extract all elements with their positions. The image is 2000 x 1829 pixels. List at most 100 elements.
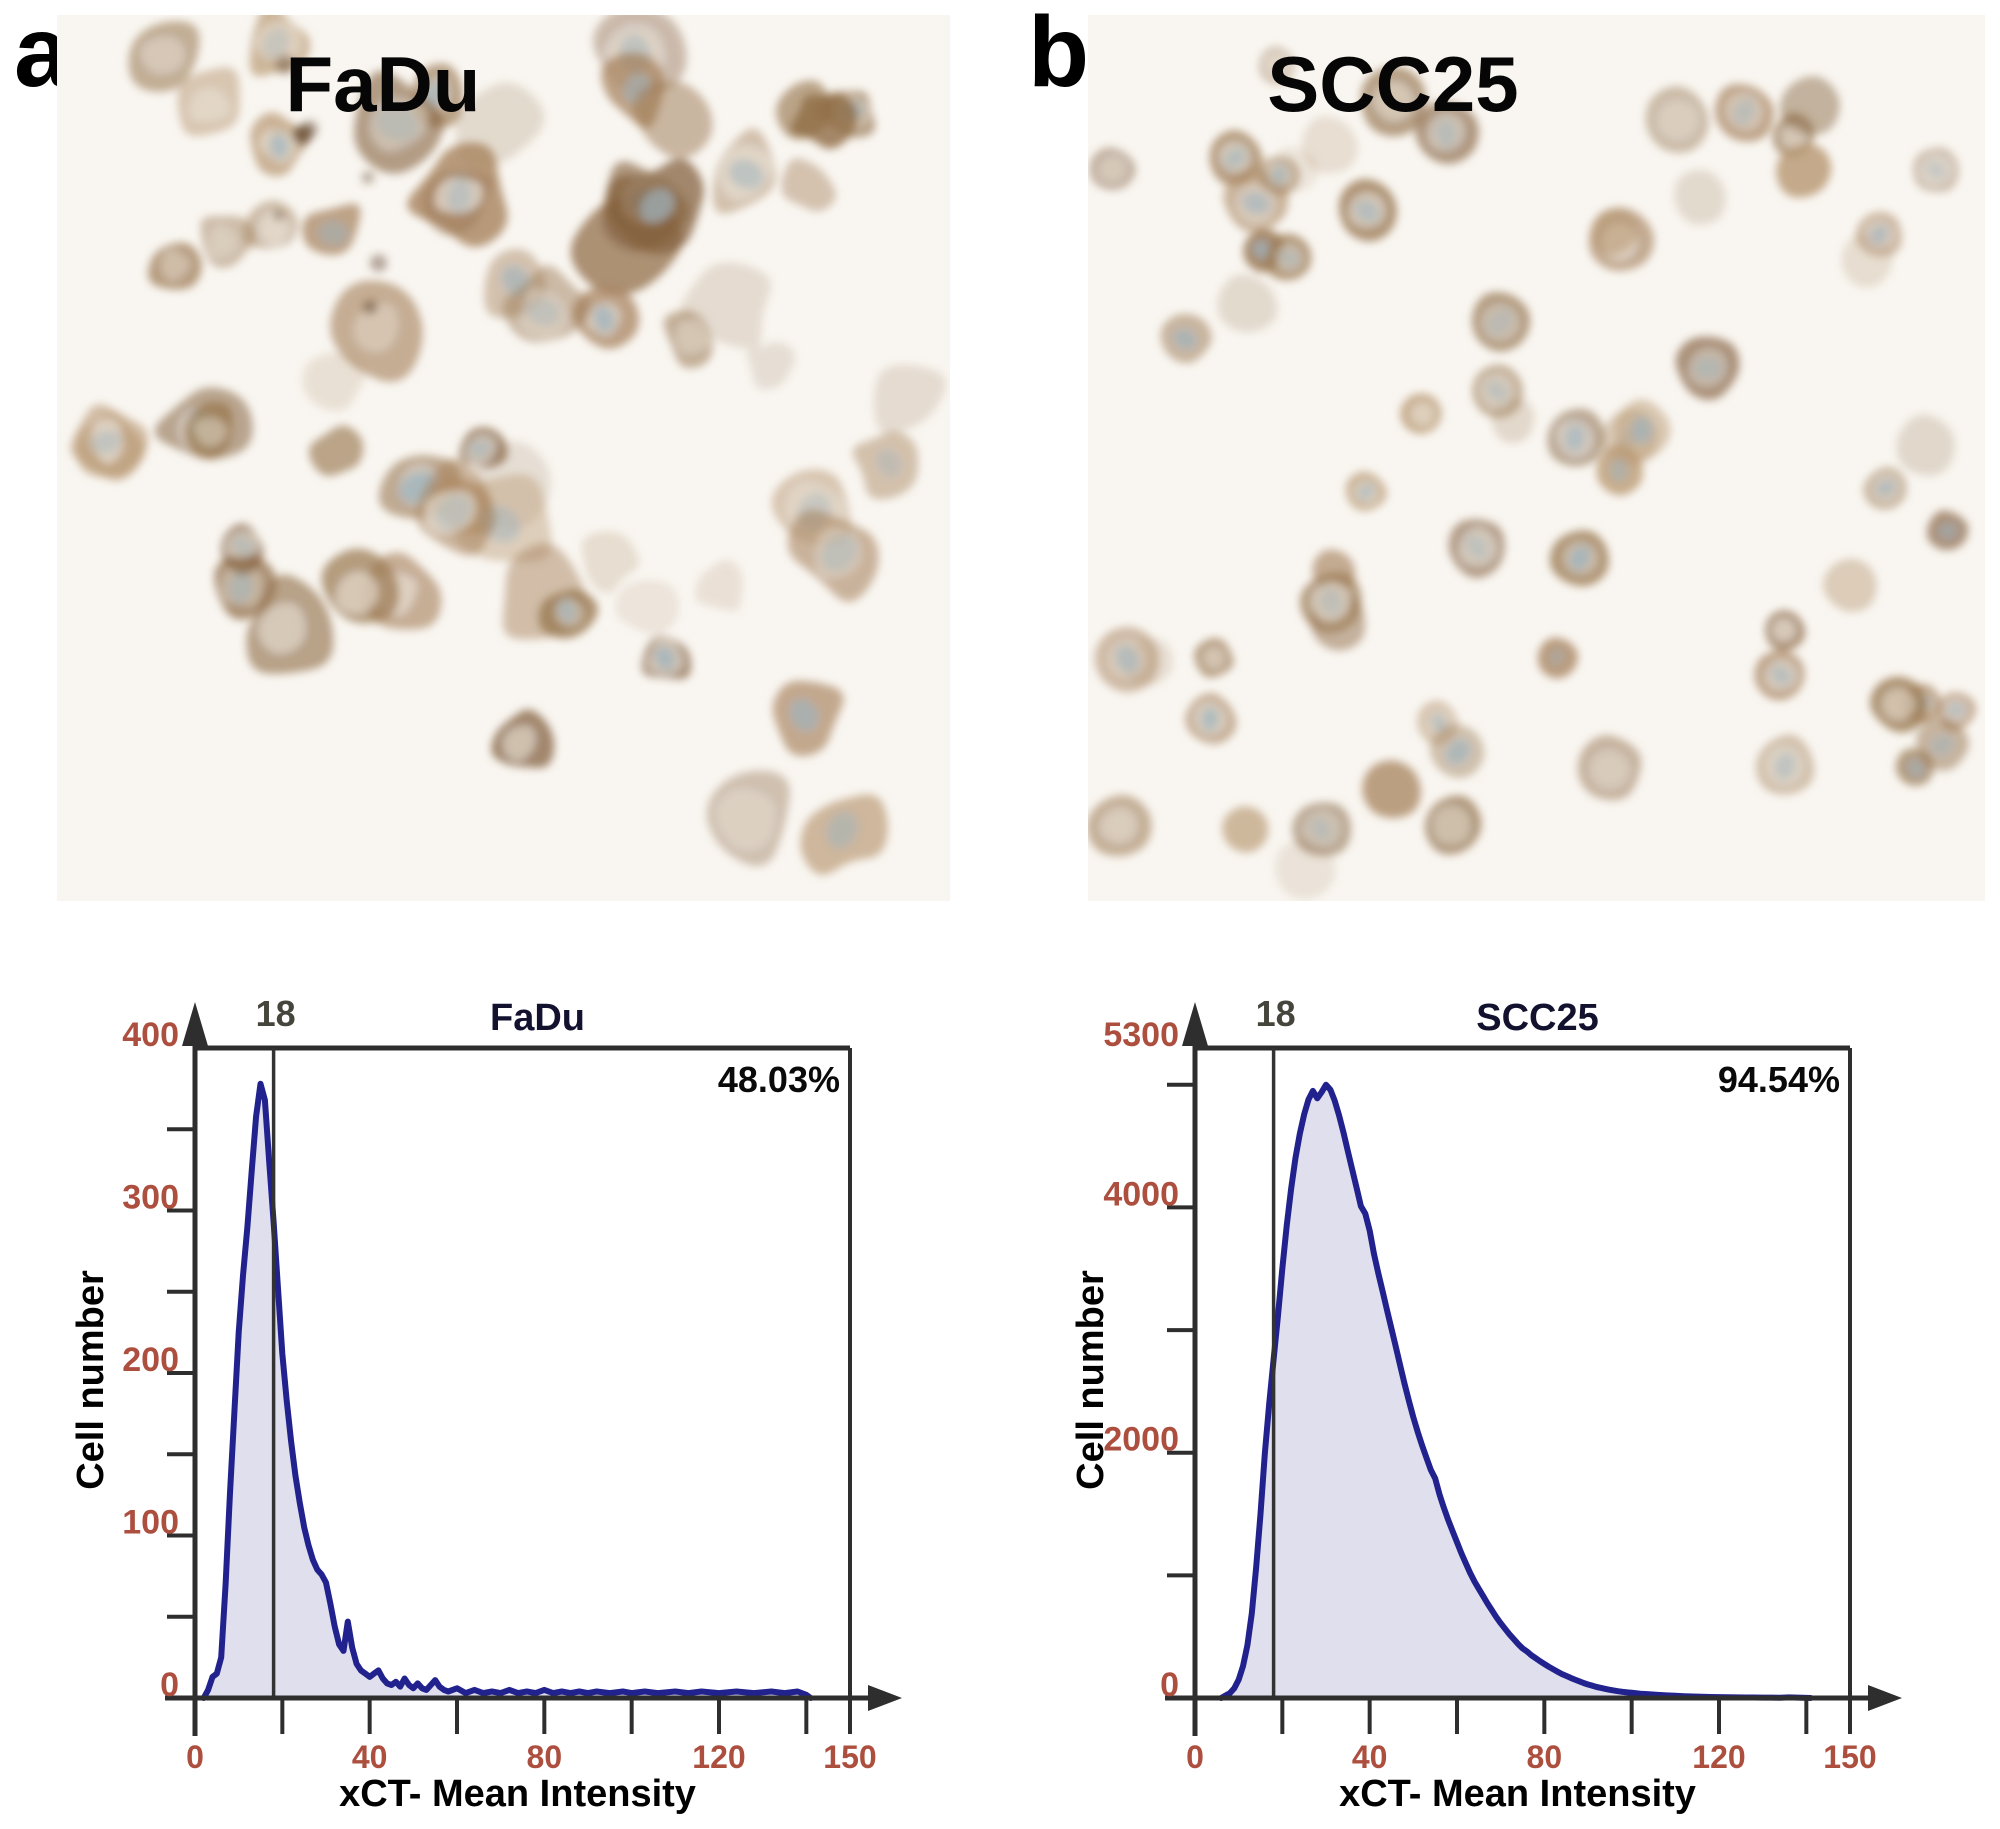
cell-blob	[615, 580, 679, 635]
x-axis-tick-label: 120	[692, 1739, 745, 1775]
cell-blob	[1265, 233, 1312, 281]
cell-blob	[1776, 144, 1832, 198]
cell-nucleus	[525, 298, 561, 326]
cell-cytoplasm	[141, 38, 184, 73]
cell-nucleus	[446, 180, 472, 212]
cell-cytoplasm	[259, 603, 305, 653]
x-axis-tick-label: 0	[1186, 1739, 1204, 1775]
cell-blob	[502, 265, 591, 343]
cell-nucleus	[593, 305, 615, 333]
y-axis-tick-label: 0	[160, 1666, 179, 1704]
cell-cytoplasm	[1373, 81, 1415, 121]
cell-nucleus	[1564, 424, 1586, 452]
cell-blob	[1895, 748, 1934, 786]
cell-nucleus	[1926, 161, 1946, 179]
chart-title: FaDu	[490, 997, 585, 1039]
cell-cytoplasm	[1433, 806, 1471, 844]
cell-nucleus	[1200, 707, 1220, 731]
cell-nucleus	[1486, 309, 1514, 335]
cell-blob	[1089, 147, 1136, 190]
cell-blob	[1870, 676, 1928, 733]
cell-membrane	[781, 158, 836, 212]
cell-blob	[1596, 444, 1643, 496]
cell-nucleus	[1770, 665, 1792, 685]
cell-blob	[1338, 178, 1397, 242]
y-axis-tick-label: 300	[122, 1179, 179, 1217]
cell-blob	[1425, 795, 1482, 855]
gate-value-label: 18	[1256, 993, 1296, 1034]
cell-nucleus	[1876, 479, 1896, 497]
cell-membrane	[1301, 116, 1358, 174]
y-axis-tick-label: 5300	[1103, 1016, 1179, 1054]
cell-nucleus	[1631, 416, 1653, 444]
cell-cytoplasm	[336, 571, 379, 614]
cell-nucleus	[1465, 534, 1489, 560]
y-axis-label: Cell number	[70, 1270, 112, 1490]
cell-blob	[1779, 76, 1840, 135]
x-axis-tick-label: 0	[186, 1739, 204, 1775]
cell-nucleus	[262, 28, 290, 58]
cell-blob	[302, 352, 365, 412]
micrograph-fadu-image	[57, 15, 950, 901]
chart-title: SCC25	[1476, 997, 1599, 1039]
cell-membrane	[1776, 144, 1832, 198]
cell-blob	[200, 215, 255, 268]
debris-speck	[273, 210, 284, 221]
cell-nucleus	[877, 449, 901, 477]
cell-blob	[1472, 364, 1524, 418]
x-axis-label: xCT- Mean Intensity	[1339, 1773, 1696, 1815]
cell-membrane	[873, 364, 946, 434]
cell-nucleus	[1773, 752, 1797, 780]
cell-blob	[538, 589, 598, 639]
x-axis-tick-label: 150	[823, 1739, 876, 1775]
cell-blob	[1755, 734, 1815, 795]
cell-blob	[1088, 795, 1152, 857]
cell-cytoplasm	[1202, 646, 1225, 670]
cell-blob	[800, 794, 888, 875]
cell-nucleus	[1278, 248, 1300, 268]
cell-nucleus	[1609, 458, 1629, 482]
cell-cytoplasm	[1410, 402, 1435, 427]
x-axis-tick-label: 120	[1692, 1739, 1745, 1775]
cell-cytoplasm	[1659, 102, 1698, 139]
cell-blob	[1222, 806, 1269, 853]
cell-nucleus	[1319, 587, 1343, 617]
cell-nucleus	[228, 571, 254, 603]
micrograph-title-fadu: FaDu	[285, 40, 481, 128]
cell-cytoplasm	[1265, 53, 1290, 78]
cell-blob	[148, 242, 202, 290]
cell-nucleus	[1869, 225, 1889, 245]
cell-blob	[852, 431, 919, 500]
gated-percent-label: 48.03%	[718, 1059, 840, 1100]
cell-membrane	[746, 342, 796, 390]
y-axis-tick-label: 2000	[1103, 1421, 1179, 1459]
cell-cytoplasm	[161, 249, 190, 281]
cell-blob	[1590, 208, 1638, 256]
cell-blob	[1185, 693, 1237, 744]
cell-nucleus	[268, 133, 290, 159]
flow-histogram-scc25: 18 0 2000 4000 5300 0 40 80 120 150 SCC25 94.54% xCT…	[1070, 993, 1902, 1815]
cell-blob	[422, 171, 493, 236]
cell-nucleus	[826, 811, 858, 849]
cell-blob	[781, 158, 836, 212]
cell-membrane	[1823, 558, 1877, 612]
cell-membrane	[1674, 169, 1726, 225]
histogram-area-fill	[1221, 1084, 1811, 1698]
cell-blob	[632, 81, 713, 159]
cell-cytoplasm	[717, 791, 774, 849]
cell-blob	[1415, 101, 1479, 164]
cell-blob	[1301, 116, 1358, 174]
cell-blob	[1537, 637, 1578, 679]
cell-cytoplasm	[503, 726, 536, 762]
x-axis-tick-label: 80	[527, 1739, 563, 1775]
cell-blob	[746, 342, 796, 390]
cell-nucleus	[821, 534, 857, 572]
cell-blob	[1823, 558, 1877, 612]
cell-blob	[1855, 211, 1902, 257]
cell-nucleus	[1435, 119, 1457, 147]
cell-blob	[1675, 336, 1740, 401]
cell-blob	[1754, 650, 1805, 701]
cell-nucleus	[1224, 147, 1246, 169]
cell-nucleus	[1357, 483, 1375, 501]
x-axis-tick-label: 80	[1527, 1739, 1563, 1775]
